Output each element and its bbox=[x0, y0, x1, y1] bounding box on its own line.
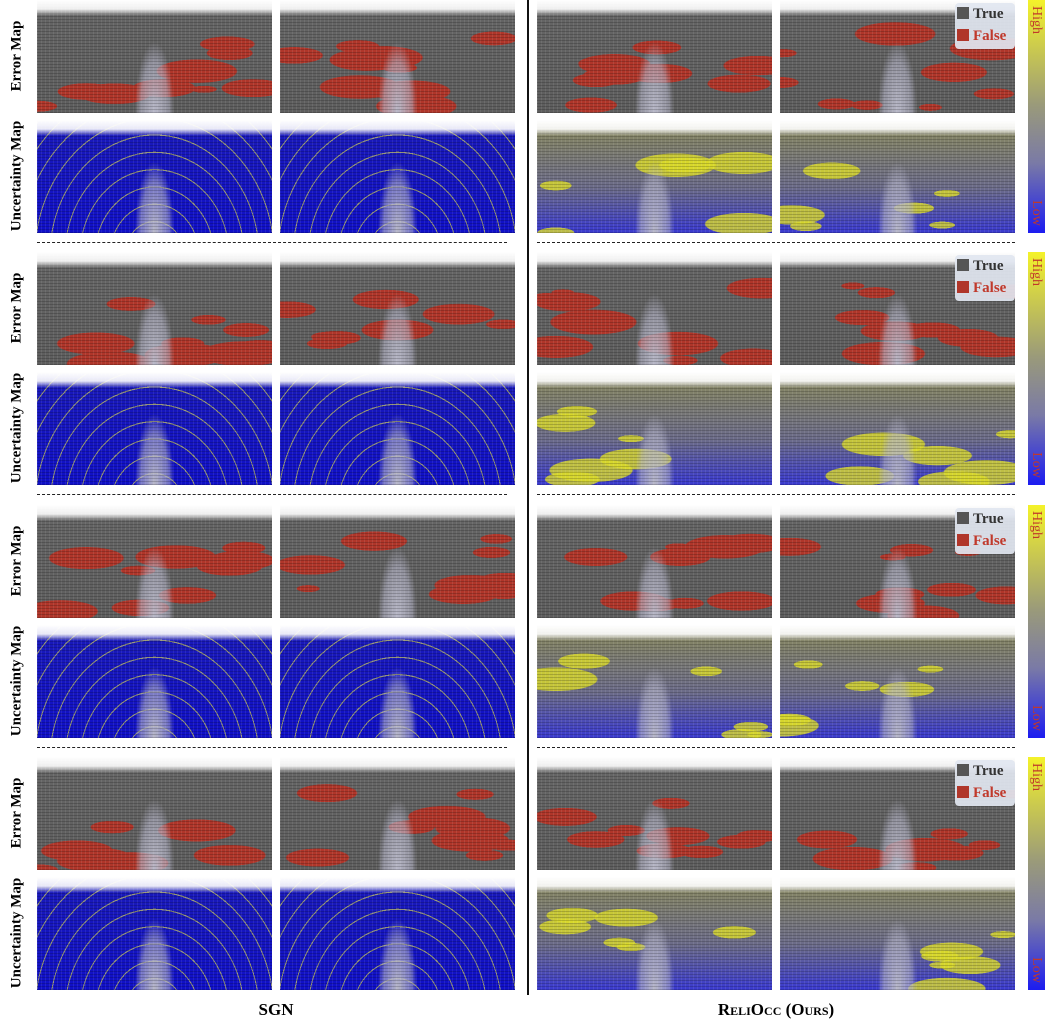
legend-swatch bbox=[957, 534, 969, 546]
legend-swatch bbox=[957, 786, 969, 798]
row-label: Uncertainty Map bbox=[9, 878, 26, 988]
separator bbox=[37, 242, 507, 243]
uncertainty-map bbox=[537, 625, 772, 738]
column-title: ReliOcc (Ours) bbox=[718, 1000, 834, 1020]
row-label: Error Map bbox=[9, 778, 26, 849]
uncertainty-map bbox=[280, 372, 515, 485]
legend-swatch bbox=[957, 259, 969, 271]
uncertainty-map bbox=[537, 120, 772, 233]
uncertainty-map bbox=[37, 877, 272, 990]
legend-label: False bbox=[973, 785, 1006, 801]
uncertainty-map bbox=[280, 120, 515, 233]
separator bbox=[537, 494, 1015, 495]
error-map bbox=[537, 252, 772, 365]
colorbar-low: Low bbox=[1028, 957, 1044, 983]
legend-label: True bbox=[973, 511, 1004, 527]
error-map bbox=[37, 757, 272, 870]
separator bbox=[537, 747, 1015, 748]
uncertainty-map bbox=[537, 372, 772, 485]
colorbar-high: High bbox=[1028, 511, 1044, 539]
legend-label: True bbox=[973, 6, 1004, 22]
column-divider bbox=[527, 0, 529, 995]
uncertainty-map bbox=[37, 372, 272, 485]
colorbar-high: High bbox=[1028, 258, 1044, 286]
legend-true: True bbox=[955, 3, 1015, 25]
uncertainty-map bbox=[780, 877, 1015, 990]
legend-false: False bbox=[955, 277, 1015, 299]
legend-true: True bbox=[955, 255, 1015, 277]
error-map bbox=[280, 505, 515, 618]
legend-false: False bbox=[955, 25, 1015, 47]
legend-true: True bbox=[955, 508, 1015, 530]
legend-false: False bbox=[955, 530, 1015, 552]
legend-swatch bbox=[957, 7, 969, 19]
colorbar-high: High bbox=[1028, 763, 1044, 791]
column-title: SGN bbox=[259, 1000, 294, 1020]
error-map bbox=[280, 0, 515, 113]
error-map bbox=[37, 0, 272, 113]
row-label: Uncertainty Map bbox=[9, 373, 26, 483]
colorbar-low: Low bbox=[1028, 705, 1044, 731]
separator bbox=[37, 494, 507, 495]
row-label: Uncertainty Map bbox=[9, 121, 26, 231]
uncertainty-map bbox=[780, 625, 1015, 738]
legend-false: False bbox=[955, 782, 1015, 804]
colorbar-low: Low bbox=[1028, 200, 1044, 226]
uncertainty-map bbox=[37, 120, 272, 233]
separator bbox=[537, 242, 1015, 243]
legend-swatch bbox=[957, 281, 969, 293]
colorbar bbox=[1028, 757, 1045, 990]
legend-swatch bbox=[957, 512, 969, 524]
uncertainty-map bbox=[537, 877, 772, 990]
row-label: Error Map bbox=[9, 273, 26, 344]
legend-label: False bbox=[973, 533, 1006, 549]
legend-swatch bbox=[957, 29, 969, 41]
error-map bbox=[280, 757, 515, 870]
colorbar bbox=[1028, 505, 1045, 738]
colorbar bbox=[1028, 0, 1045, 233]
error-map bbox=[280, 252, 515, 365]
figure: SGN ReliOcc (Ours) Error Map Uncertainty … bbox=[0, 0, 1045, 1024]
colorbar bbox=[1028, 252, 1045, 485]
uncertainty-map bbox=[780, 372, 1015, 485]
separator bbox=[37, 747, 507, 748]
colorbar-high: High bbox=[1028, 6, 1044, 34]
uncertainty-map bbox=[37, 625, 272, 738]
uncertainty-map bbox=[280, 625, 515, 738]
error-map bbox=[37, 505, 272, 618]
row-label: Error Map bbox=[9, 21, 26, 92]
row-label: Uncertainty Map bbox=[9, 626, 26, 736]
legend-label: False bbox=[973, 28, 1006, 44]
error-map bbox=[537, 0, 772, 113]
row-label: Error Map bbox=[9, 526, 26, 597]
error-map bbox=[537, 505, 772, 618]
legend-label: False bbox=[973, 280, 1006, 296]
legend-label: True bbox=[973, 258, 1004, 274]
error-map bbox=[37, 252, 272, 365]
legend-swatch bbox=[957, 764, 969, 776]
colorbar-low: Low bbox=[1028, 452, 1044, 478]
legend-label: True bbox=[973, 763, 1004, 779]
legend: True False bbox=[955, 760, 1015, 806]
legend-true: True bbox=[955, 760, 1015, 782]
uncertainty-map bbox=[780, 120, 1015, 233]
legend: True False bbox=[955, 508, 1015, 554]
error-map bbox=[537, 757, 772, 870]
legend: True False bbox=[955, 255, 1015, 301]
uncertainty-map bbox=[280, 877, 515, 990]
legend: True False bbox=[955, 3, 1015, 49]
